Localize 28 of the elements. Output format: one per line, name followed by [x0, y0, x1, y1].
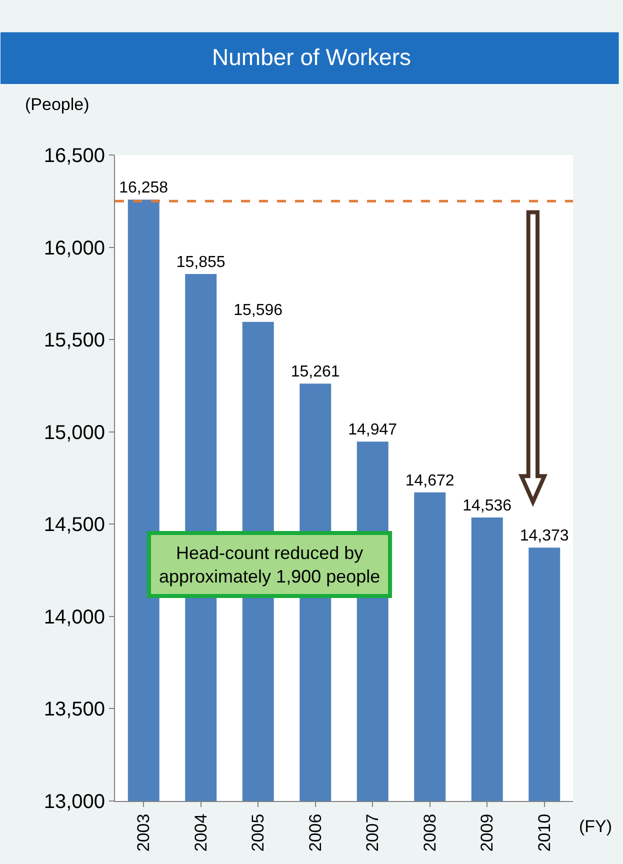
chart-title: Number of Workers [212, 44, 411, 70]
y-tick-label: 15,500 [44, 330, 105, 352]
y-tick-label: 14,000 [44, 606, 105, 628]
data-label: 14,947 [348, 422, 398, 439]
annotation: Head-count reduced by approximately 1,900 people [159, 543, 380, 586]
y-axis-title: (People) [25, 95, 90, 114]
y-tick-label: 14,500 [44, 514, 105, 536]
data-label: 16,258 [119, 180, 168, 197]
data-label: 14,672 [405, 472, 454, 490]
y-tick-label: 15,000 [44, 422, 105, 444]
x-tick-label: 2003 [134, 814, 154, 852]
y-tick-label: 16,500 [44, 145, 105, 167]
x-tick-label: 2004 [191, 814, 210, 852]
data-label: 15,261 [290, 364, 340, 381]
y-tick-label: 13,500 [44, 698, 105, 721]
x-tick-label: 2006 [306, 814, 325, 852]
data-label: 15,855 [176, 254, 226, 272]
x-tick-label: 2005 [248, 814, 268, 852]
x-tick-label: 2008 [420, 814, 440, 852]
y-tick-label: 13,000 [44, 791, 105, 813]
x-axis-title: (FY) [579, 817, 612, 836]
x-tick-label: 2007 [363, 814, 382, 852]
x-tick-label: 2010 [534, 814, 554, 852]
data-label: 15,596 [234, 302, 283, 319]
y-tick-label: 16,000 [44, 237, 105, 260]
data-label: 14,536 [462, 498, 512, 514]
x-tick-label: 2009 [478, 814, 497, 852]
data-label: 14,373 [520, 528, 569, 545]
